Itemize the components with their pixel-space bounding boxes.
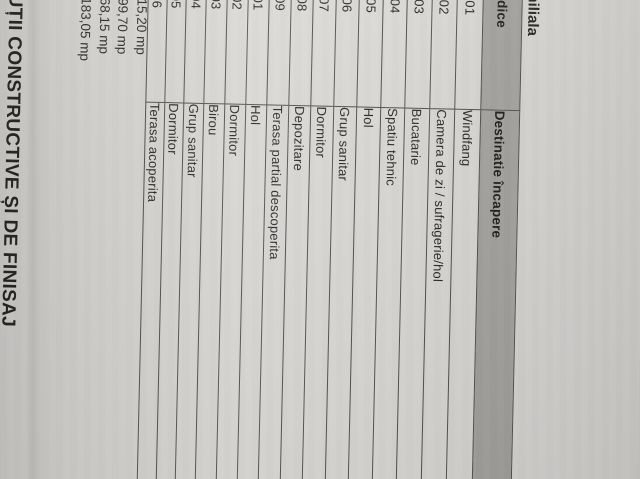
- column-header-indice: Indice: [480, 0, 523, 111]
- room-index-cell: E-03: [203, 0, 228, 104]
- page-heading-tail: niliala: [523, 0, 542, 37]
- room-index-cell: E-05: [164, 0, 187, 103]
- area-value: 15,20 mp: [133, 0, 150, 55]
- room-index-cell: P-02: [429, 0, 458, 110]
- table-body: P-01 Windfang P-02 Camera de zi / sufrag…: [136, 0, 484, 479]
- room-index-cell: P-03: [404, 0, 433, 109]
- area-summary: 15,20 mp 99,70 mp 68,15 mp 183,05 mp: [75, 0, 150, 62]
- room-index-cell: E-02: [224, 0, 249, 105]
- room-index-cell: E-04: [183, 0, 207, 104]
- room-index-cell: P-06: [333, 0, 360, 107]
- rooms-table: Indice Destinatie încapere P-01 Windfang…: [136, 0, 523, 479]
- area-value: 183,05 mp: [77, 0, 95, 62]
- area-value: 99,70 mp: [114, 0, 132, 55]
- room-index-cell: E-01: [245, 0, 270, 105]
- room-index-cell: P-05: [356, 0, 384, 108]
- room-index-cell: P-09: [266, 0, 292, 106]
- room-index-cell: P-07: [310, 0, 337, 107]
- room-index-cell: P-04: [380, 0, 408, 109]
- area-value: 68,15 mp: [96, 0, 113, 55]
- section-title: UȚII CONSTRUCTIVE ȘI DE FINISAJ: [0, 0, 26, 328]
- room-index-cell: P-08: [288, 0, 314, 106]
- room-index-cell: P-01: [454, 0, 484, 110]
